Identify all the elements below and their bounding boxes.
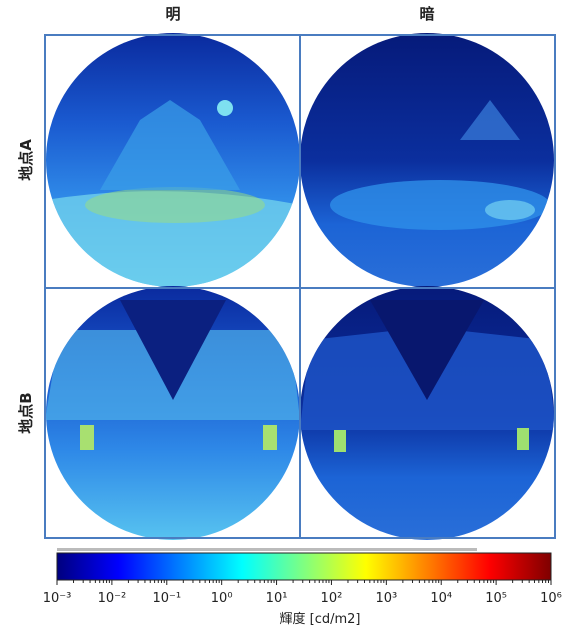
colorbar-label: 輝度 [cd/m2] (280, 611, 361, 627)
tick-label: 10⁰ (211, 591, 233, 606)
fisheye-image (45, 286, 301, 542)
column-header: 明 (165, 5, 180, 23)
tick-label: 10⁵ (485, 591, 507, 606)
tick-label: 10³ (375, 591, 397, 606)
tick-label: 10¹ (266, 591, 288, 606)
column-header: 暗 (419, 5, 434, 23)
tick-label: 10⁻¹ (152, 591, 181, 606)
row-header: 地点A (17, 139, 35, 181)
tick-label: 10⁻² (98, 591, 127, 606)
colorbar (57, 553, 551, 580)
fisheye-image (45, 33, 301, 289)
tick-label: 10² (321, 591, 343, 606)
figure: 明 暗 地点A 地点B 輝度 [cd/m2] 10⁻³10⁻²10⁻¹10 (0, 0, 563, 630)
row-header: 地点B (17, 392, 35, 433)
tick-label: 10⁴ (430, 591, 452, 606)
tick-label: 10⁶ (540, 591, 562, 606)
fisheye-image (300, 286, 556, 542)
scroll-strip (57, 548, 477, 551)
fisheye-image (300, 33, 556, 289)
tick-label: 10⁻³ (43, 591, 72, 606)
